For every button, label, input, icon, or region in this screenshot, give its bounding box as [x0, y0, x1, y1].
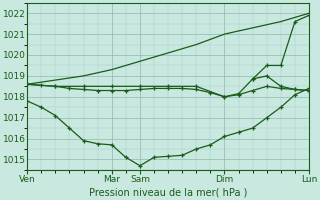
X-axis label: Pression niveau de la mer( hPa ): Pression niveau de la mer( hPa )	[89, 187, 247, 197]
